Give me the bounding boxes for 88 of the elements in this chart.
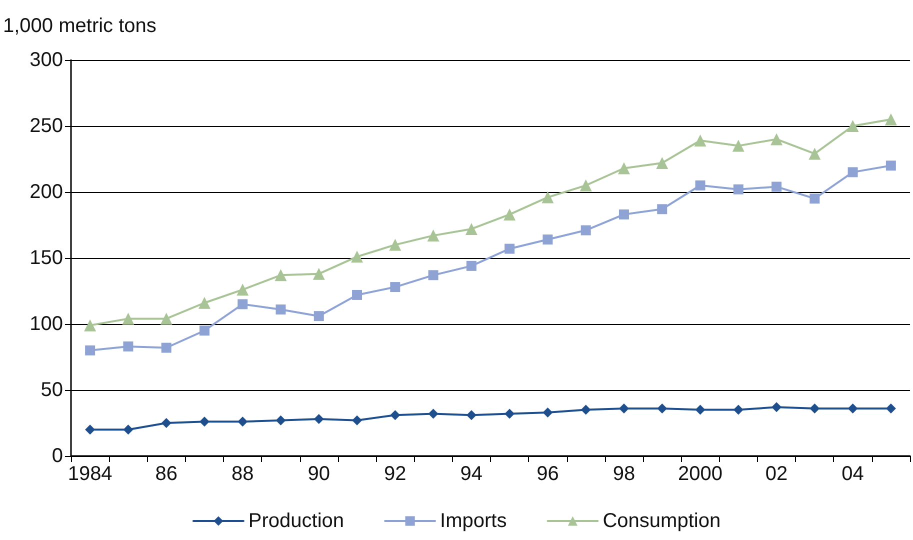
- point: [580, 179, 592, 192]
- point: [85, 424, 96, 435]
- point: [886, 160, 896, 171]
- point: [618, 162, 630, 174]
- point: [465, 222, 478, 235]
- y-tick-label: 100: [30, 313, 63, 335]
- point: [694, 134, 706, 147]
- point: [238, 416, 248, 427]
- point: [580, 404, 591, 415]
- y-tick-label: 50: [40, 379, 63, 401]
- point: [618, 209, 629, 220]
- point: [427, 230, 440, 242]
- x-tick-label: 92: [384, 463, 406, 485]
- x-tick-label: 96: [536, 463, 559, 485]
- x-tick-label: 04: [842, 463, 864, 485]
- point: [733, 184, 744, 194]
- x-tick-label: 98: [612, 463, 636, 485]
- point: [542, 407, 553, 418]
- point: [389, 238, 402, 251]
- point: [236, 284, 249, 296]
- point: [810, 403, 820, 414]
- point: [390, 410, 400, 420]
- point: [657, 403, 668, 414]
- point: [276, 304, 286, 314]
- point: [161, 418, 172, 428]
- point: [199, 326, 210, 336]
- point: [580, 225, 591, 236]
- point: [351, 250, 364, 263]
- x-tick-label: 90: [308, 463, 330, 485]
- y-tick-label: 0: [52, 445, 63, 467]
- x-tick-label: 1984: [68, 463, 112, 485]
- point: [656, 156, 668, 169]
- y-tick-label: 250: [30, 115, 63, 137]
- point: [314, 311, 324, 322]
- point: [274, 269, 287, 282]
- point: [198, 296, 210, 309]
- legend-label: Imports: [440, 510, 507, 532]
- point: [122, 312, 134, 325]
- point: [352, 290, 362, 300]
- point: [733, 404, 744, 415]
- point: [84, 319, 96, 332]
- point: [732, 140, 744, 152]
- point: [352, 415, 362, 426]
- point: [276, 415, 286, 426]
- point: [314, 414, 324, 424]
- point: [504, 408, 515, 419]
- point: [808, 148, 821, 160]
- point: [770, 133, 783, 146]
- point: [542, 191, 554, 204]
- point: [428, 270, 438, 280]
- point: [466, 260, 476, 271]
- y-tick-label: 150: [30, 247, 63, 269]
- point: [312, 268, 325, 280]
- point: [390, 282, 400, 292]
- point: [428, 408, 438, 419]
- point: [695, 180, 706, 190]
- point: [618, 403, 629, 414]
- y-tick-label: 300: [30, 49, 63, 71]
- point: [123, 424, 134, 435]
- point: [238, 299, 248, 310]
- point: [123, 341, 134, 352]
- point: [161, 342, 172, 353]
- point: [504, 244, 515, 254]
- legend-label: Consumption: [602, 510, 721, 532]
- x-tick-label: 86: [155, 463, 178, 485]
- legend-label: Production: [248, 510, 344, 532]
- point: [695, 404, 706, 415]
- point: [504, 208, 516, 220]
- y-tick-label: 200: [30, 181, 63, 203]
- point: [160, 312, 172, 325]
- point: [846, 120, 859, 132]
- point: [772, 182, 782, 192]
- x-tick-label: 2000: [678, 463, 722, 485]
- point: [848, 403, 858, 414]
- point: [657, 204, 668, 214]
- point: [85, 345, 96, 356]
- point: [542, 234, 553, 245]
- x-tick-label: 88: [231, 463, 254, 485]
- x-tick-label: 94: [460, 463, 483, 485]
- point: [810, 194, 820, 204]
- point: [199, 416, 210, 427]
- point: [848, 167, 858, 178]
- point: [884, 113, 897, 126]
- point: [886, 403, 896, 414]
- x-tick-label: 02: [765, 463, 788, 485]
- point: [466, 410, 476, 420]
- point: [772, 402, 782, 412]
- y-axis-title: 1,000 metric tons: [3, 15, 156, 37]
